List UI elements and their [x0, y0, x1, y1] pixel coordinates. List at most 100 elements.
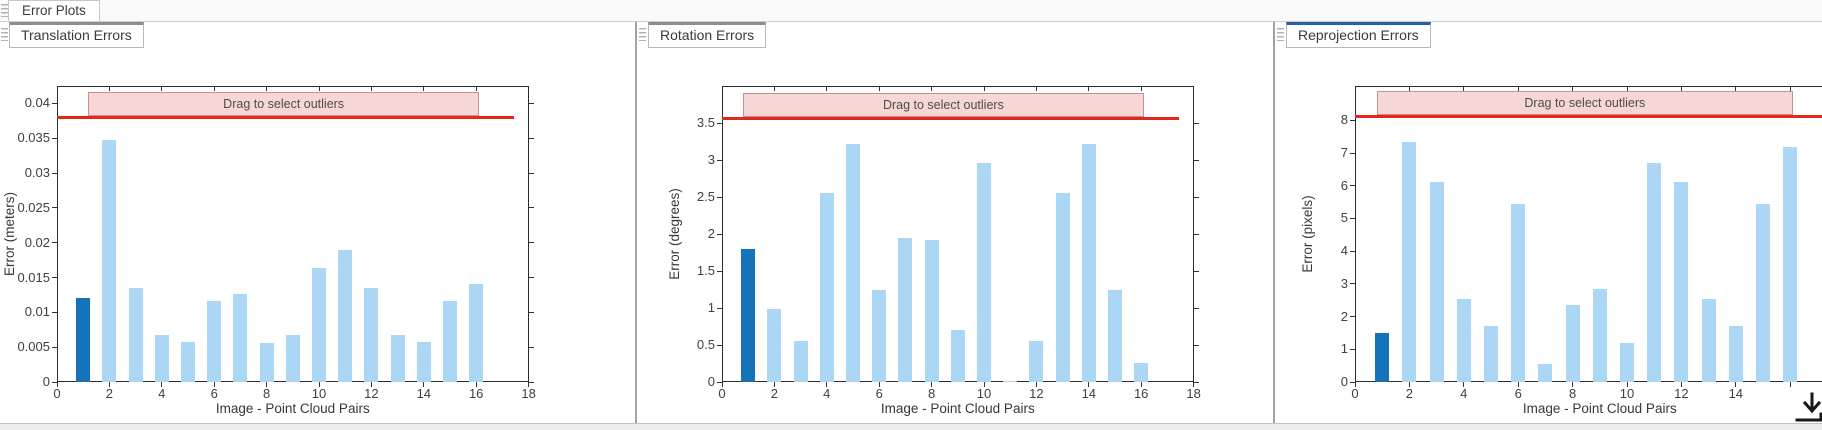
bar-pair-13[interactable] — [1701, 298, 1716, 382]
bar-pair-9[interactable] — [285, 334, 300, 382]
y-tick-label: 0.02 — [24, 234, 50, 250]
x-tick — [1517, 382, 1519, 387]
bar-pair-8[interactable] — [924, 239, 939, 382]
y-tick-label: 1 — [707, 300, 715, 315]
tab-reprojection-errors[interactable]: Reprojection Errors — [1286, 22, 1431, 48]
y-tick — [1350, 119, 1355, 121]
dock-figure-icon[interactable] — [1793, 391, 1822, 425]
x-tick-label: 14 — [1728, 386, 1744, 401]
bar-pair-11[interactable] — [1647, 162, 1662, 382]
bar-pair-10[interactable] — [1620, 342, 1634, 382]
y-tick-label: 0.5 — [696, 337, 715, 352]
bar-pair-4[interactable] — [154, 335, 169, 382]
outlier-threshold-line[interactable] — [1355, 114, 1822, 118]
drag-select-outliers-handle[interactable]: Drag to select outliers — [1376, 90, 1793, 115]
x-tick-label: 12 — [1029, 386, 1044, 401]
document-tab-bar — [0, 0, 1822, 22]
x-tick-label: 12 — [364, 386, 379, 401]
tab-translation-errors[interactable]: Translation Errors — [9, 22, 144, 48]
bar-pair-7[interactable] — [1538, 364, 1553, 382]
bar-pair-9[interactable] — [1592, 288, 1607, 382]
bar-pair-16[interactable] — [469, 284, 484, 382]
bar-pair-10[interactable] — [977, 162, 991, 382]
bar-pair-4[interactable] — [1456, 298, 1471, 382]
x-tick-label: 14 — [416, 386, 432, 401]
y-tick — [1350, 217, 1355, 219]
x-tick-label: 10 — [976, 386, 992, 401]
y-tick-label: 0.04 — [24, 95, 50, 111]
x-tick-label: 6 — [875, 386, 883, 401]
panel-grip-icon[interactable] — [1, 28, 8, 41]
tab-bar-grip-icon[interactable] — [1, 4, 8, 17]
bar-pair-9[interactable] — [950, 330, 965, 382]
x-tick — [983, 382, 985, 387]
bar-pair-4[interactable] — [819, 192, 834, 382]
y-tick-right — [1193, 196, 1199, 198]
bar-pair-15[interactable] — [1108, 289, 1122, 382]
bar-pair-11[interactable] — [338, 250, 353, 382]
bar-pair-14[interactable] — [1081, 143, 1096, 382]
x-tick-label: 4 — [158, 386, 166, 401]
bar-pair-16[interactable] — [1134, 362, 1149, 382]
tab-error-plots[interactable]: Error Plots — [8, 0, 100, 21]
panel-divider[interactable] — [1273, 21, 1275, 423]
drag-select-outliers-handle[interactable]: Drag to select outliers — [742, 93, 1144, 118]
x-tick — [423, 382, 425, 387]
bar-pair-6[interactable] — [1511, 203, 1526, 382]
x-tick — [370, 382, 372, 387]
y-tick-right — [528, 242, 534, 244]
bar-pair-15[interactable] — [443, 300, 457, 382]
panel-divider[interactable] — [635, 21, 637, 423]
bar-pair-13[interactable] — [1055, 192, 1070, 382]
y-tick-label: 1.5 — [696, 263, 715, 278]
bar-pair-1[interactable] — [1375, 332, 1390, 382]
x-tick-label: 16 — [1133, 386, 1149, 401]
y-tick-label: 7 — [1340, 145, 1348, 161]
bar-pair-15[interactable] — [1756, 203, 1770, 382]
bar-pair-6[interactable] — [872, 289, 887, 382]
bar-pair-1[interactable] — [76, 298, 91, 382]
bar-pair-8[interactable] — [259, 342, 274, 382]
y-tick-label: 0.015 — [17, 269, 50, 285]
bar-pair-10[interactable] — [312, 268, 326, 382]
panel-grip-icon[interactable] — [639, 28, 646, 41]
bar-pair-6[interactable] — [207, 300, 222, 382]
bar-pair-1[interactable] — [741, 248, 756, 382]
outlier-threshold-line[interactable] — [57, 115, 515, 119]
bar-pair-13[interactable] — [390, 335, 405, 382]
bar-pair-3[interactable] — [128, 287, 143, 382]
bar-pair-2[interactable] — [767, 309, 782, 382]
outlier-threshold-line[interactable] — [722, 117, 1180, 121]
bar-pair-8[interactable] — [1565, 305, 1580, 382]
x-tick — [1035, 382, 1037, 387]
bar-pair-3[interactable] — [1429, 182, 1444, 382]
x-tick-label: 14 — [1081, 386, 1097, 401]
bar-pair-16[interactable] — [1783, 146, 1798, 382]
y-tick — [717, 344, 722, 346]
rotation-errors-panel: Rotation Errors Drag to select outliers 0… — [636, 21, 1274, 423]
drag-select-outliers-handle[interactable]: Drag to select outliers — [88, 91, 479, 116]
bar-pair-2[interactable] — [1402, 141, 1417, 382]
plot-area — [1355, 86, 1822, 382]
bar-pair-14[interactable] — [416, 341, 431, 382]
bar-pair-11[interactable] — [1003, 380, 1018, 383]
panel-grip-icon[interactable] — [1277, 28, 1284, 41]
bar-pair-5[interactable] — [181, 341, 195, 382]
x-tick-top — [161, 86, 163, 91]
bar-pair-5[interactable] — [846, 143, 860, 382]
bar-pair-12[interactable] — [364, 287, 379, 382]
x-tick-top — [1408, 86, 1410, 91]
bar-pair-2[interactable] — [102, 140, 117, 382]
bar-pair-12[interactable] — [1029, 341, 1044, 382]
bar-pair-5[interactable] — [1484, 326, 1498, 382]
bar-pair-12[interactable] — [1674, 182, 1689, 382]
bar-pair-7[interactable] — [898, 237, 913, 382]
x-tick-label: 2 — [105, 386, 113, 401]
y-tick — [1350, 152, 1355, 154]
tab-rotation-errors[interactable]: Rotation Errors — [648, 22, 767, 48]
bar-pair-14[interactable] — [1728, 326, 1743, 382]
y-tick-label: 3 — [1340, 275, 1348, 291]
bar-pair-3[interactable] — [793, 340, 808, 382]
bar-pair-7[interactable] — [233, 293, 248, 382]
x-tick — [1193, 382, 1195, 387]
